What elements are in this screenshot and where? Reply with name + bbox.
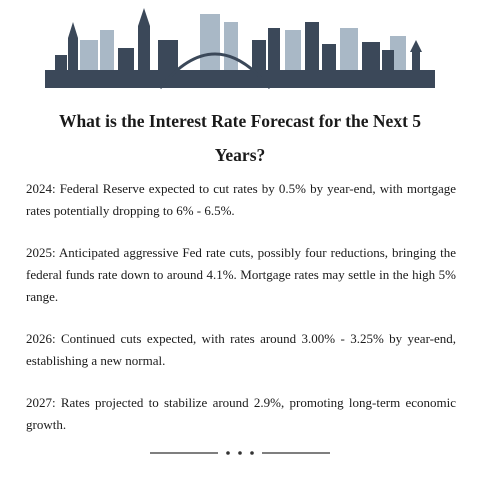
paragraph: 2024: Federal Reserve expected to cut ra…: [26, 181, 456, 218]
skyline-illustration: [45, 8, 435, 89]
skyline-front: [45, 8, 435, 88]
paragraph: 2026: Continued cuts expected, with rate…: [26, 331, 456, 368]
divider-dot: [238, 451, 242, 455]
title: What is the Interest Rate Forecast for t…: [58, 111, 422, 165]
divider-dot: [250, 451, 254, 455]
body: 2024: Federal Reserve expected to cut ra…: [26, 178, 456, 456]
bridge-arch: [158, 52, 272, 89]
divider: [150, 451, 330, 455]
paragraph: 2027: Rates projected to stabilize aroun…: [26, 395, 456, 432]
divider-dot: [226, 451, 230, 455]
paragraph: 2025: Anticipated aggressive Fed rate cu…: [26, 245, 456, 304]
